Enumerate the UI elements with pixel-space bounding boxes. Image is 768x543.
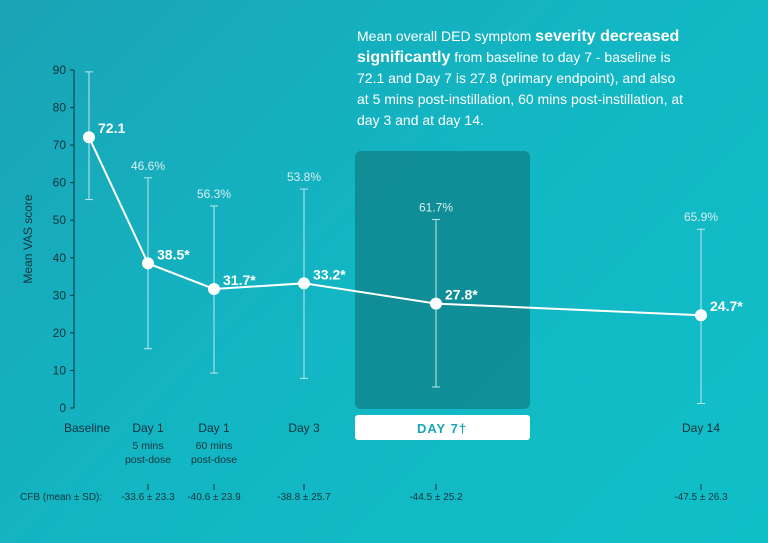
percent-change-label: 61.7% (419, 200, 453, 214)
y-axis-title: Mean VAS score (21, 194, 35, 283)
data-point (695, 309, 707, 322)
y-tick-label: 0 (59, 401, 66, 415)
x-tick-label: Baseline (64, 421, 110, 435)
x-sub-label: post-dose (125, 454, 171, 466)
x-sub-label: 5 mins (133, 440, 164, 452)
x-axis-labels: Baseline Day 1 5 mins post-dose -33.6 ± 23.3… (64, 421, 728, 503)
cfb-value: -44.5 ± 25.2 (409, 492, 463, 503)
y-tick-label: 50 (53, 213, 67, 227)
data-label: 72.1 (98, 120, 125, 136)
y-tick-label: 90 (53, 63, 67, 77)
headline-text: Mean overall DED symptom severity decrea… (357, 26, 687, 131)
y-tick-label: 70 (53, 138, 67, 152)
cfb-value: -33.6 ± 23.3 (121, 492, 175, 503)
day7-label-box (355, 415, 530, 440)
data-point (142, 257, 154, 270)
x-tick-label: Day 14 (682, 421, 720, 435)
cfb-value: -47.5 ± 26.3 (674, 492, 728, 503)
day7-label: DAY 7† (417, 421, 467, 436)
x-tick-label: Day 1 (198, 421, 230, 435)
x-tick-label: Day 1 (132, 421, 164, 435)
cfb-value: -40.6 ± 23.9 (187, 492, 241, 503)
headline-part2: from baseline to day 7 - baseline is 72.… (357, 49, 684, 128)
percent-change-label: 53.8% (287, 170, 321, 184)
y-tick-label: 10 (53, 363, 67, 377)
data-label: 33.2* (313, 266, 346, 282)
y-tick-label: 20 (53, 326, 67, 340)
data-point (430, 297, 442, 310)
series-line (88, 136, 702, 317)
data-label: 27.8* (445, 287, 478, 303)
data-label: 31.7* (223, 272, 256, 288)
data-label: 24.7* (710, 298, 743, 314)
data-point (298, 277, 310, 290)
percent-change-label: 46.6% (131, 159, 165, 173)
day7-highlight-band (355, 151, 530, 409)
data-label: 38.5* (157, 246, 190, 262)
y-tick-label: 40 (53, 251, 67, 265)
headline-part1: Mean overall DED symptom (357, 28, 536, 44)
percent-change-label: 65.9% (684, 210, 718, 224)
y-tick-label: 30 (53, 288, 67, 302)
data-point (208, 282, 220, 295)
headline-bold: severity decreased significantly (357, 28, 680, 66)
data-point (83, 131, 95, 144)
y-tick-label: 60 (53, 176, 67, 190)
y-tick-label: 80 (53, 101, 67, 115)
x-tick-label: Day 3 (288, 421, 320, 435)
y-axis: 0 10 20 30 40 50 60 70 80 90 (53, 63, 75, 415)
data-points: 72.1 38.5* 46.6% 31.7* 56.3% 33.2* 53.8% 27.8* 6… (83, 120, 743, 322)
x-sub-label: 60 mins (196, 440, 233, 452)
cfb-value: -38.8 ± 25.7 (277, 492, 331, 503)
x-sub-label: post-dose (191, 454, 237, 466)
percent-change-label: 56.3% (197, 187, 231, 201)
cfb-row-label: CFB (mean ± SD): (20, 492, 102, 503)
